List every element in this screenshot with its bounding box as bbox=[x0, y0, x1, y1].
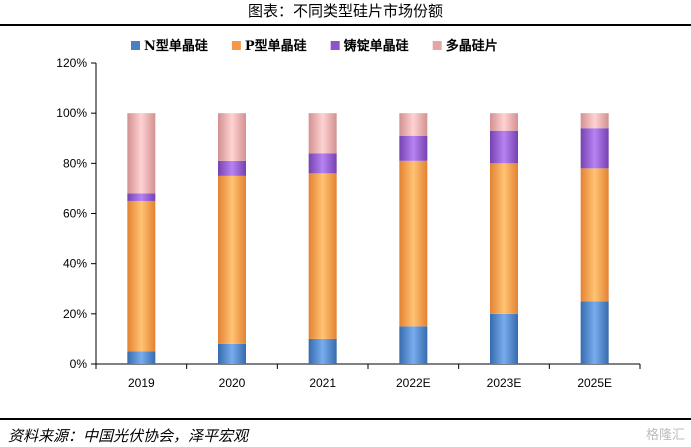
bar-segment-2-6 bbox=[580, 168, 609, 302]
legend-label: 铸锭单晶硅 bbox=[344, 38, 409, 54]
watermark-logo: 格隆汇 bbox=[645, 428, 685, 443]
bar-segment-3-2 bbox=[218, 160, 246, 176]
bar-segment-3-6 bbox=[580, 128, 609, 169]
bar-segment-3-1 bbox=[127, 193, 156, 201]
y-tick-label: 100% bbox=[56, 106, 87, 120]
x-tick-label: 2020 bbox=[219, 376, 246, 390]
bar-segment-4-5 bbox=[490, 113, 518, 131]
bar-segment-4-2 bbox=[218, 113, 246, 161]
bar-segment-2-4 bbox=[399, 160, 428, 327]
legend-label: 多晶硅片 bbox=[446, 38, 498, 54]
legend-swatch bbox=[131, 41, 140, 50]
chart-title: 图表：不同类型硅片市场份额 bbox=[247, 2, 443, 20]
axes: 0% 20% 40% 60% 80% 100% 120% 2019 2020 2021 2022E 2… bbox=[56, 56, 641, 390]
legend-swatch bbox=[432, 41, 442, 50]
bar-segment-2-3 bbox=[308, 173, 337, 339]
legend-swatch bbox=[330, 41, 340, 50]
x-tick-label: 2019 bbox=[128, 376, 155, 390]
bar-segment-3-3 bbox=[308, 153, 337, 174]
stacked-bar-chart: N型单晶硅 P型单晶硅 铸锭单晶硅 多晶硅片 0% 20% 40% 60% 80% 100% 12… bbox=[56, 38, 641, 390]
legend-label: P型单晶硅 bbox=[245, 38, 307, 54]
y-tick-label: 0% bbox=[70, 357, 88, 371]
y-tick-label: 80% bbox=[63, 156, 87, 170]
source-rule bbox=[0, 418, 691, 420]
bar-segment-2-2 bbox=[218, 175, 246, 344]
x-tick-label: 2023E bbox=[487, 376, 522, 390]
bar-segment-4-6 bbox=[580, 113, 609, 129]
source-note: 资料来源：中国光伏协会，泽平宏观 bbox=[8, 427, 249, 445]
y-tick-label: 120% bbox=[56, 56, 87, 70]
legend: N型单晶硅 P型单晶硅 铸锭单晶硅 多晶硅片 bbox=[131, 38, 498, 54]
bar-segment-4-4 bbox=[399, 113, 428, 136]
bar-segment-1-6 bbox=[580, 301, 609, 364]
bar-segment-1-1 bbox=[127, 351, 156, 364]
x-tick-label: 2022E bbox=[396, 376, 431, 390]
bar-segment-1-5 bbox=[490, 313, 518, 364]
x-tick-label: 2021 bbox=[309, 376, 336, 390]
bar-segment-2-5 bbox=[490, 163, 518, 314]
bar-segment-1-2 bbox=[218, 343, 246, 364]
y-tick-label: 60% bbox=[63, 207, 87, 221]
y-tick-label: 40% bbox=[63, 257, 87, 271]
bar-segment-3-5 bbox=[490, 130, 518, 164]
bar-segment-1-3 bbox=[308, 338, 337, 364]
bar-segment-2-1 bbox=[127, 200, 156, 352]
x-tick-label: 2025E bbox=[577, 376, 612, 390]
legend-swatch bbox=[231, 41, 241, 50]
bar-segment-1-4 bbox=[399, 326, 428, 364]
bars bbox=[127, 113, 609, 364]
y-tick-label: 20% bbox=[63, 307, 87, 321]
title-rule bbox=[0, 24, 691, 26]
bar-segment-4-1 bbox=[127, 113, 156, 194]
bar-segment-3-4 bbox=[399, 135, 428, 161]
bar-segment-4-3 bbox=[308, 113, 337, 154]
legend-label: N型单晶硅 bbox=[144, 38, 208, 54]
